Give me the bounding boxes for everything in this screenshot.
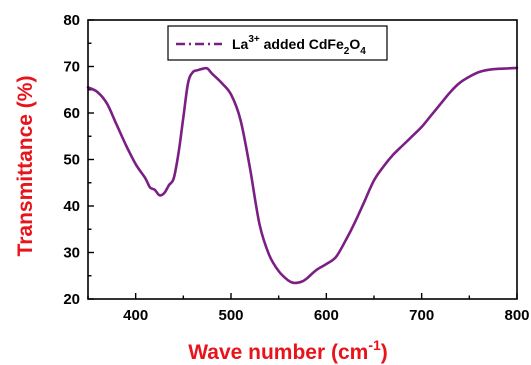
x-tick-label: 800 [504, 307, 529, 324]
x-tick-label: 600 [314, 307, 339, 324]
x-axis-title-sup: -1 [368, 337, 381, 353]
plot-frame [87, 19, 518, 300]
x-tick-label: 500 [218, 307, 243, 324]
legend-middle: added CdFe [260, 36, 344, 52]
legend-subscript-1: 2 [344, 46, 350, 57]
y-tick-label: 20 [63, 291, 80, 308]
legend-subscript-2: 4 [360, 46, 366, 57]
x-axis-title-main: Wave number (cm [188, 341, 368, 364]
x-tick-label: 700 [409, 307, 434, 324]
series-line-transmittance [86, 66, 519, 285]
y-tick-label: 40 [63, 198, 80, 215]
x-axis-title: Wave number (cm-1) [188, 337, 388, 364]
y-tick-label: 60 [63, 105, 80, 122]
legend-box [167, 25, 388, 61]
y-axis-title: Transmittance (%) [14, 76, 37, 257]
legend-prefix: La [232, 36, 249, 52]
y-tick-label: 30 [63, 245, 80, 262]
legend-label: La3+ added CdFe2O4 [232, 34, 366, 57]
x-tick-label: 400 [123, 307, 148, 324]
y-tick-label: 70 [63, 59, 80, 76]
legend-superscript: 3+ [248, 34, 260, 45]
y-tick-label: 50 [63, 152, 80, 169]
legend-oxygen: O [349, 36, 360, 52]
y-tick-label: 80 [63, 12, 80, 29]
ticks-layer: 400 500 600 700 800 20 30 40 50 60 70 80 [63, 12, 529, 324]
legend: La3+ added CdFe2O4 [167, 25, 388, 61]
x-axis-title-end: ) [381, 341, 388, 364]
